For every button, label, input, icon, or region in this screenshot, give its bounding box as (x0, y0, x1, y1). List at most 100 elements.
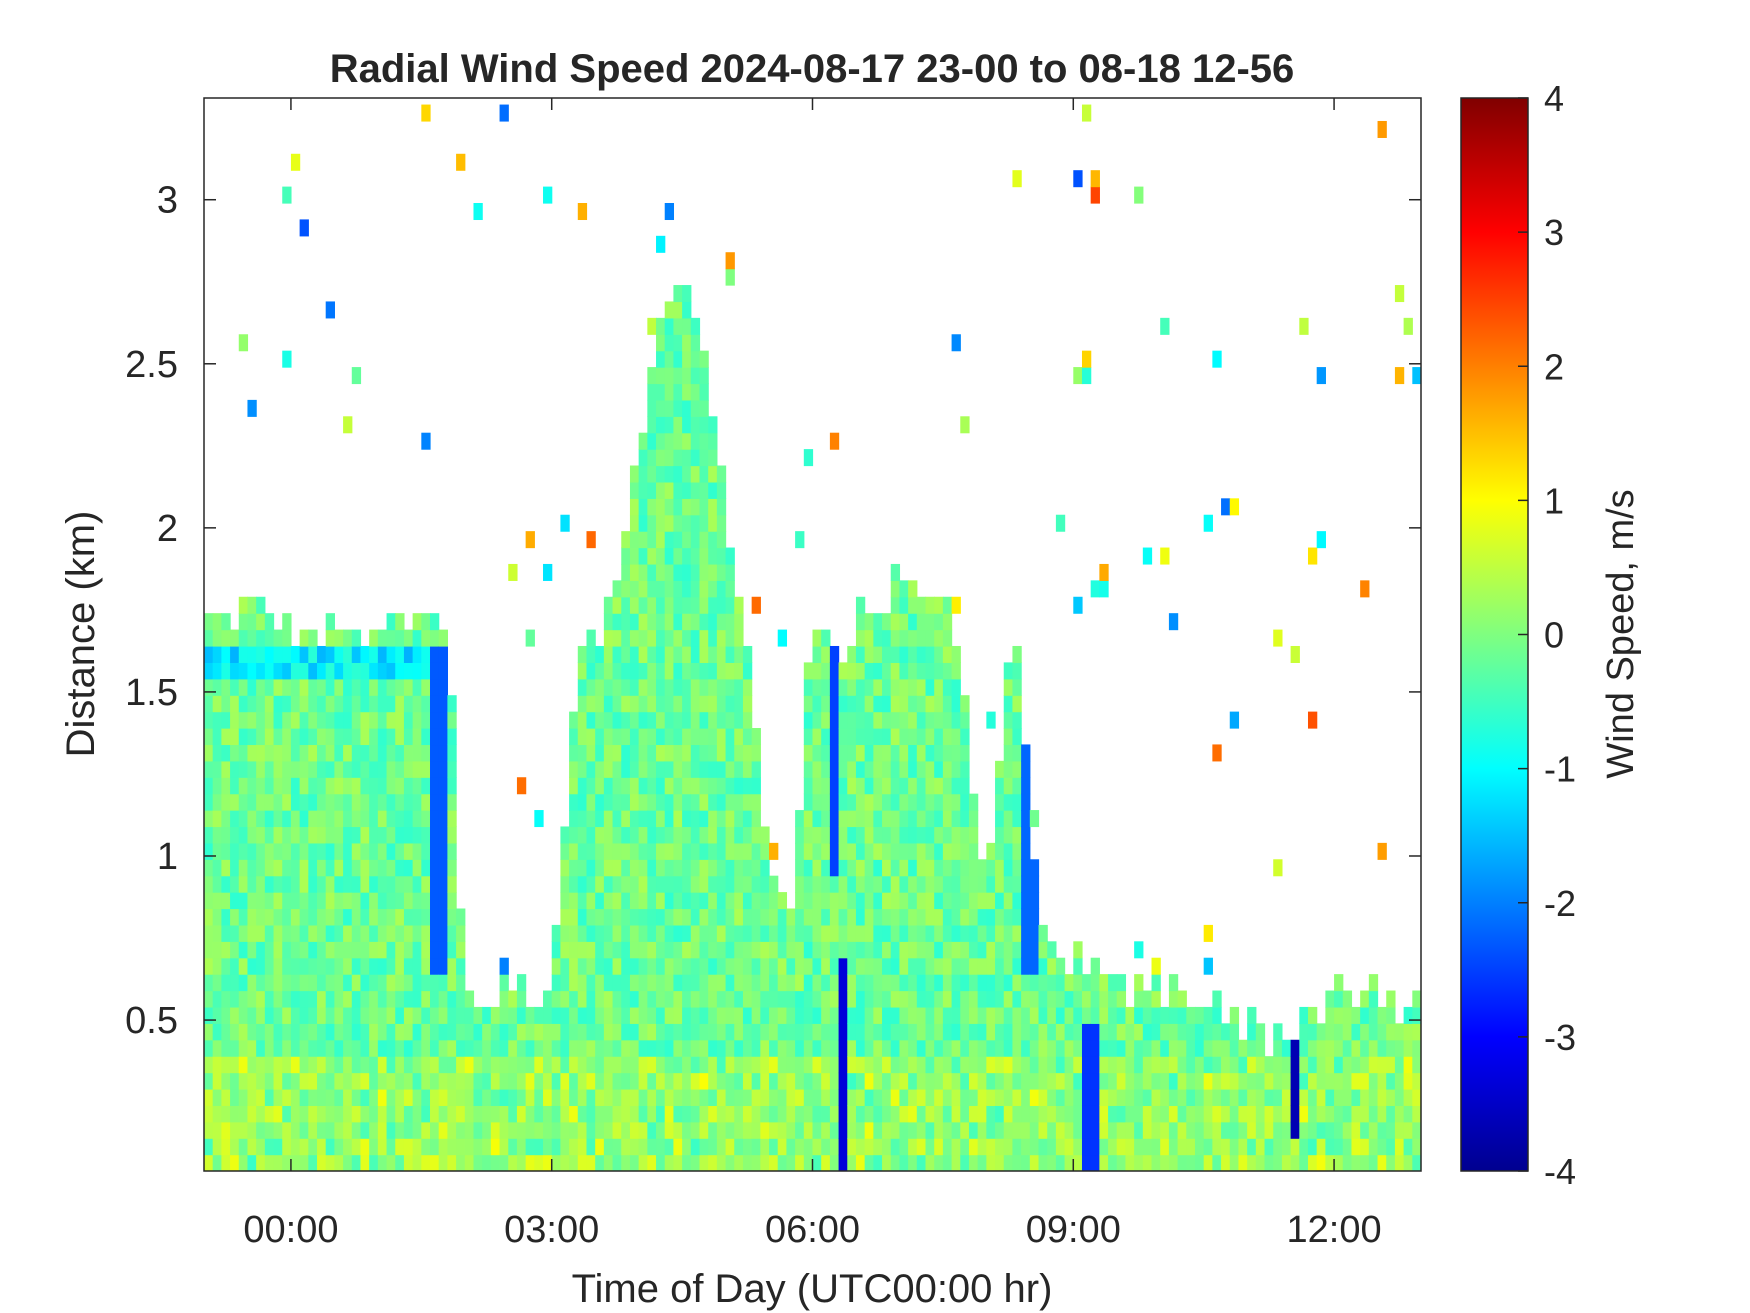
heatmap-cell (221, 974, 231, 992)
heatmap-cell (560, 842, 570, 860)
heatmap-cell (716, 580, 727, 598)
heatmap-cell (386, 613, 396, 631)
heatmap-cell (716, 908, 727, 926)
heatmap-cell (1377, 1039, 1387, 1057)
heatmap-cell (612, 1006, 622, 1024)
heatmap-cell (221, 1072, 231, 1090)
heatmap-cell (968, 1056, 979, 1074)
heatmap-cell (890, 875, 901, 893)
heatmap-cell (899, 1039, 909, 1057)
heatmap-cell (916, 941, 927, 959)
heatmap-cell (525, 1105, 535, 1123)
heatmap-cell (699, 481, 709, 499)
heatmap-cell (1038, 924, 1048, 942)
heatmap-cell (1264, 1072, 1274, 1090)
heatmap-cell (447, 842, 457, 860)
heatmap-cell (343, 1154, 353, 1171)
heatmap-cell (647, 416, 657, 434)
heatmap-cell (1116, 1006, 1127, 1024)
heatmap-cell (421, 892, 431, 910)
heatmap-cell (1012, 859, 1022, 877)
heatmap-cell (595, 1023, 605, 1041)
heatmap-cell (786, 1006, 796, 1024)
heatmap-cell (577, 645, 588, 663)
heatmap-cell (1412, 1072, 1421, 1090)
heatmap-cell (873, 810, 883, 828)
heatmap-cell (1307, 1006, 1318, 1024)
heatmap-cell (238, 957, 249, 975)
heatmap-cell (847, 990, 857, 1008)
heatmap-cell (1012, 941, 1022, 959)
heatmap-cell (473, 1138, 483, 1156)
heatmap-cell (699, 498, 709, 516)
heatmap-cell (629, 695, 640, 713)
heatmap-cell (377, 875, 388, 893)
heatmap-cell (638, 563, 648, 581)
heatmap-cell (395, 892, 405, 910)
heatmap-cell (1377, 842, 1387, 860)
heatmap-cell (951, 974, 961, 992)
heatmap-cell (290, 1121, 301, 1139)
heatmap-cell (360, 842, 370, 860)
heatmap-cell (351, 892, 362, 910)
heatmap-cell (690, 793, 701, 811)
heatmap-cell (664, 547, 675, 565)
heatmap-cell (777, 941, 788, 959)
heatmap-cell (360, 1121, 370, 1139)
heatmap-cell (204, 629, 214, 647)
heatmap-cell (968, 990, 979, 1008)
heatmap-cell (343, 416, 353, 434)
heatmap-cell (742, 892, 753, 910)
heatmap-cell (308, 810, 318, 828)
heatmap-cell (847, 645, 857, 663)
heatmap-cell (1368, 1023, 1379, 1041)
heatmap-cell (734, 810, 744, 828)
heatmap-cell (317, 1056, 327, 1074)
heatmap-cell (769, 957, 779, 975)
heatmap-cell (734, 678, 744, 696)
heatmap-cell (256, 941, 266, 959)
heatmap-cell (482, 1154, 492, 1171)
heatmap-cell (1055, 1072, 1066, 1090)
heatmap-cell (769, 908, 779, 926)
heatmap-cell (421, 613, 431, 631)
heatmap-cell (273, 744, 283, 762)
heatmap-cell (769, 1105, 779, 1123)
heatmap-cell (290, 974, 301, 992)
heatmap-cell (221, 1039, 231, 1057)
heatmap-cell (369, 990, 379, 1008)
heatmap-cell (716, 826, 727, 844)
heatmap-cell (942, 826, 953, 844)
heatmap-cell (699, 662, 709, 680)
heatmap-cell (1316, 1088, 1326, 1106)
heatmap-cell (951, 678, 961, 696)
heatmap-cell (925, 1121, 935, 1139)
heatmap-cell (777, 1105, 788, 1123)
heatmap-cell (1221, 498, 1231, 516)
heatmap-cell (273, 875, 283, 893)
heatmap-cell (690, 1088, 701, 1106)
heatmap-cell (456, 1023, 466, 1041)
heatmap-cell (421, 104, 431, 122)
heatmap-cell (230, 1088, 240, 1106)
colorbar-tick-label: 4 (1544, 78, 1564, 119)
heatmap-cell (560, 1023, 570, 1041)
heatmap-cell (708, 678, 718, 696)
heatmap-cell (560, 990, 570, 1008)
heatmap-cell (716, 498, 727, 516)
heatmap-cell (716, 1072, 727, 1090)
heatmap-cell (1116, 1072, 1127, 1090)
heatmap-cell (290, 645, 301, 663)
heatmap-cell (612, 744, 622, 762)
heatmap-cell (543, 1154, 553, 1171)
heatmap-cell (716, 547, 727, 565)
heatmap-cell (690, 728, 701, 746)
heatmap-cell (560, 892, 570, 910)
heatmap-cell (803, 924, 814, 942)
heatmap-cell (1029, 924, 1040, 942)
heatmap-cell (638, 892, 648, 910)
heatmap-cell (829, 990, 840, 1008)
heatmap-cell (612, 1056, 622, 1074)
heatmap-cell (1264, 1154, 1274, 1171)
heatmap-cell (621, 728, 631, 746)
